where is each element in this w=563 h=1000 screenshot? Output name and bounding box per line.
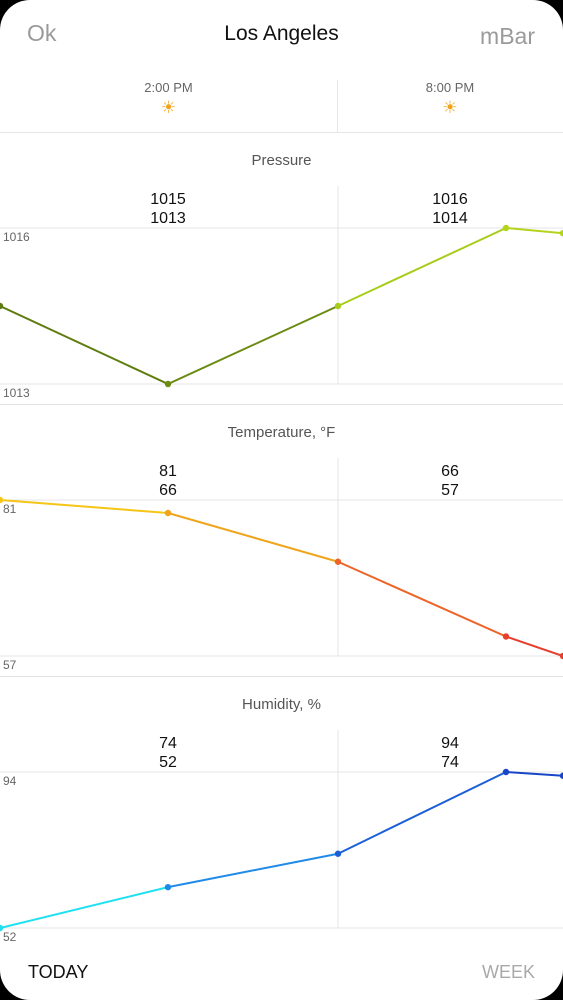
temperature-data-point: [164, 509, 172, 517]
section-divider: [0, 404, 563, 405]
pressure-series-segment: [0, 305, 169, 385]
humidity-data-point: [559, 772, 563, 779]
pressure-data-point: [502, 224, 510, 232]
temperature-data-point: [559, 652, 563, 660]
pressure-col1-low: 1013: [150, 210, 186, 227]
humidity-col1: 74 52: [108, 734, 228, 772]
time-header: 2:00 PM ☀ 8:00 PM ☀: [0, 80, 563, 133]
humidity-data-point: [334, 850, 342, 857]
pressure-data-point: [164, 380, 172, 388]
pressure-col2-low: 1014: [432, 210, 468, 227]
pressure-data-point: [559, 230, 563, 237]
humidity-data-point: [164, 883, 172, 891]
temperature-col1-low: 66: [159, 482, 177, 499]
temperature-col2: 66 57: [390, 462, 510, 500]
pressure-series-segment: [505, 227, 563, 235]
temperature-col1: 81 66: [108, 462, 228, 500]
humidity-data-point: [502, 768, 510, 776]
temperature-series-segment: [505, 635, 563, 657]
divider: [337, 80, 338, 132]
time-column-1: 2:00 PM ☀: [0, 80, 337, 119]
temperature-chart: [0, 458, 563, 660]
time-label: 8:00 PM: [425, 80, 475, 95]
humidity-col2-high: 94: [441, 735, 459, 752]
sun-icon: ☀: [160, 98, 177, 117]
temperature-data-point: [334, 558, 342, 565]
week-tab[interactable]: WEEK: [481, 962, 535, 982]
time-label: 2:00 PM: [144, 80, 193, 95]
pressure-col1-high: 1015: [150, 191, 186, 208]
temperature-axis-max: 81: [3, 502, 17, 516]
header: Ok Los Angeles mBar: [0, 0, 563, 70]
pressure-chart: [0, 186, 563, 388]
humidity-col1-low: 52: [159, 754, 177, 771]
pressure-col2: 1016 1014: [390, 190, 510, 228]
humidity-col2: 94 74: [390, 734, 510, 772]
temperature-title: Temperature, °F: [227, 424, 336, 441]
ok-button[interactable]: Ok: [27, 20, 57, 46]
pressure-axis-min: 1013: [3, 386, 30, 400]
humidity-col1-high: 74: [159, 735, 177, 752]
city-title: Los Angeles: [224, 22, 339, 45]
temperature-series-segment: [337, 560, 507, 638]
humidity-series-segment: [337, 771, 507, 855]
unit-toggle-button[interactable]: mBar: [480, 23, 535, 49]
humidity-data-point: [0, 924, 4, 932]
pressure-data-point: [334, 302, 342, 310]
pressure-data-point: [0, 302, 4, 310]
humidity-title: Humidity, %: [242, 696, 321, 713]
humidity-col2-low: 74: [441, 754, 459, 771]
temperature-col2-low: 57: [441, 482, 459, 499]
pressure-axis-max: 1016: [3, 230, 30, 244]
pressure-col2-high: 1016: [432, 191, 468, 208]
pressure-title: Pressure: [251, 152, 312, 169]
temperature-col2-high: 66: [441, 463, 459, 480]
temperature-axis-min: 57: [3, 658, 17, 672]
temperature-data-point: [502, 633, 510, 640]
temperature-series-segment: [0, 499, 169, 514]
temperature-col1-high: 81: [159, 463, 177, 480]
humidity-axis-min: 52: [3, 930, 17, 944]
sun-icon: ☀: [442, 98, 458, 117]
today-tab[interactable]: TODAY: [28, 962, 89, 982]
humidity-chart: [0, 730, 563, 932]
humidity-series-segment: [0, 886, 169, 929]
humidity-axis-max: 94: [3, 774, 17, 788]
humidity-series-segment: [505, 771, 563, 777]
pressure-series-segment: [337, 227, 507, 307]
temperature-series-segment: [167, 512, 339, 563]
humidity-series-segment: [167, 852, 339, 889]
pressure-series-segment: [167, 305, 339, 385]
pressure-col1: 1015 1013: [108, 190, 228, 228]
temperature-data-point: [0, 496, 4, 504]
section-divider: [0, 676, 563, 677]
